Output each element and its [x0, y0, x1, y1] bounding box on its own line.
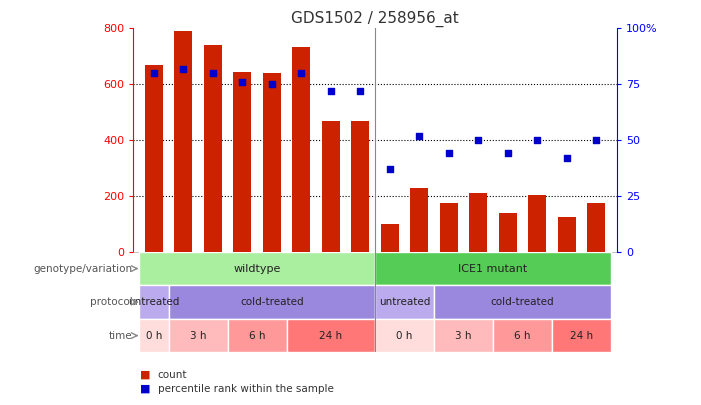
Text: 24 h: 24 h — [570, 330, 593, 341]
Bar — [228, 319, 287, 352]
Text: untreated: untreated — [128, 297, 179, 307]
Point — [355, 87, 366, 94]
Text: genotype/variation: genotype/variation — [34, 264, 132, 273]
Point — [561, 155, 572, 161]
Text: 24 h: 24 h — [319, 330, 342, 341]
Point — [237, 79, 248, 85]
Text: cold-treated: cold-treated — [240, 297, 304, 307]
Bar — [434, 285, 611, 319]
Text: ■: ■ — [140, 384, 151, 394]
Text: 3 h: 3 h — [190, 330, 206, 341]
Bar — [322, 121, 340, 252]
Text: ICE1 mutant: ICE1 mutant — [458, 264, 528, 273]
Point — [472, 137, 484, 143]
Text: 0 h: 0 h — [396, 330, 413, 341]
Text: wildtype: wildtype — [233, 264, 280, 273]
Text: 6 h: 6 h — [515, 330, 531, 341]
Point — [414, 132, 425, 139]
Bar — [233, 72, 251, 252]
Bar — [558, 217, 576, 252]
Point — [502, 150, 513, 157]
Point — [148, 70, 159, 76]
Bar — [529, 194, 546, 252]
Bar — [587, 203, 605, 252]
Bar — [139, 285, 168, 319]
Bar — [381, 224, 399, 252]
Bar — [139, 319, 168, 352]
Point — [531, 137, 543, 143]
Point — [296, 70, 307, 76]
Point — [178, 65, 189, 72]
Bar — [139, 252, 375, 285]
Text: ■: ■ — [140, 370, 151, 379]
Bar — [292, 47, 310, 252]
Bar — [175, 31, 192, 252]
Title: GDS1502 / 258956_at: GDS1502 / 258956_at — [291, 11, 459, 27]
Point — [384, 166, 395, 173]
Bar — [434, 319, 493, 352]
Bar — [470, 193, 487, 252]
Text: 0 h: 0 h — [146, 330, 162, 341]
Bar — [375, 319, 434, 352]
Bar — [410, 188, 428, 252]
Point — [591, 137, 602, 143]
Point — [443, 150, 454, 157]
Bar — [552, 319, 611, 352]
Bar — [287, 319, 375, 352]
Text: percentile rank within the sample: percentile rank within the sample — [158, 384, 334, 394]
Bar — [263, 73, 280, 252]
Text: count: count — [158, 370, 187, 379]
Bar — [375, 252, 611, 285]
Point — [266, 81, 278, 87]
Bar — [145, 65, 163, 252]
Point — [207, 70, 219, 76]
Bar — [351, 121, 369, 252]
Bar — [499, 213, 517, 252]
Bar — [168, 319, 228, 352]
Bar — [168, 285, 375, 319]
Bar — [375, 285, 434, 319]
Bar — [493, 319, 552, 352]
Bar — [440, 203, 458, 252]
Text: protocol: protocol — [90, 297, 132, 307]
Text: untreated: untreated — [379, 297, 430, 307]
Text: cold-treated: cold-treated — [491, 297, 554, 307]
Text: 6 h: 6 h — [249, 330, 265, 341]
Point — [325, 87, 336, 94]
Bar — [204, 45, 222, 252]
Text: time: time — [109, 330, 132, 341]
Text: 3 h: 3 h — [455, 330, 472, 341]
